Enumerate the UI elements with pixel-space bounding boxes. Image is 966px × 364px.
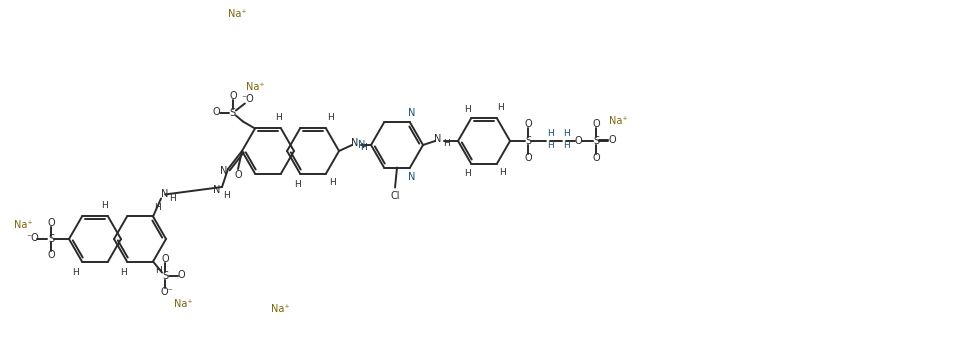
Text: O: O [161, 253, 169, 264]
Text: H: H [100, 201, 107, 210]
Text: H: H [359, 143, 366, 153]
Text: O: O [213, 107, 219, 118]
Text: H: H [498, 168, 505, 177]
Text: O⁻: O⁻ [160, 286, 174, 297]
Text: H: H [497, 103, 503, 112]
Text: ⁻O: ⁻O [242, 95, 254, 104]
Text: N: N [409, 108, 415, 119]
Text: O: O [229, 91, 237, 102]
Text: Na⁺: Na⁺ [609, 116, 627, 126]
Text: H: H [274, 113, 281, 122]
Text: H: H [464, 169, 470, 178]
Text: N: N [358, 140, 366, 150]
Text: H: H [327, 113, 333, 122]
Text: H: H [120, 268, 127, 277]
Text: H: H [154, 203, 160, 212]
Text: S: S [525, 136, 531, 146]
Text: H: H [328, 178, 335, 187]
Text: N: N [220, 166, 228, 176]
Text: O: O [525, 119, 532, 129]
Text: H: H [547, 128, 554, 138]
Text: H: H [547, 142, 554, 150]
Text: O: O [47, 218, 55, 228]
Text: S: S [230, 108, 236, 119]
Text: O: O [177, 269, 185, 280]
Text: S: S [593, 136, 599, 146]
Text: O: O [234, 170, 242, 180]
Text: O: O [574, 136, 582, 146]
Text: Na⁺: Na⁺ [174, 298, 192, 309]
Text: N: N [435, 134, 441, 144]
Text: ⁻O: ⁻O [27, 233, 40, 243]
Text: S: S [48, 234, 54, 244]
Text: H: H [562, 128, 569, 138]
Text: N: N [213, 185, 220, 195]
Text: N: N [409, 171, 415, 182]
Text: Cl: Cl [390, 190, 400, 201]
Text: Na⁺: Na⁺ [14, 220, 32, 230]
Text: H: H [223, 191, 230, 201]
Text: H: H [442, 139, 449, 149]
Text: H: H [464, 105, 470, 114]
Text: S: S [162, 270, 168, 281]
Text: Na⁺: Na⁺ [270, 304, 289, 314]
Text: H: H [294, 180, 300, 189]
Text: H: H [562, 142, 569, 150]
Text: O: O [592, 119, 600, 129]
Text: O: O [525, 153, 532, 163]
Text: N: N [161, 190, 169, 199]
Text: N: N [352, 138, 358, 148]
Text: O: O [592, 153, 600, 163]
Text: H: H [155, 266, 161, 275]
Text: H: H [169, 194, 176, 203]
Text: Na⁺: Na⁺ [228, 9, 246, 19]
Text: H: H [72, 268, 79, 277]
Text: O: O [47, 250, 55, 260]
Text: Na⁺: Na⁺ [245, 83, 264, 92]
Text: O: O [609, 135, 616, 145]
